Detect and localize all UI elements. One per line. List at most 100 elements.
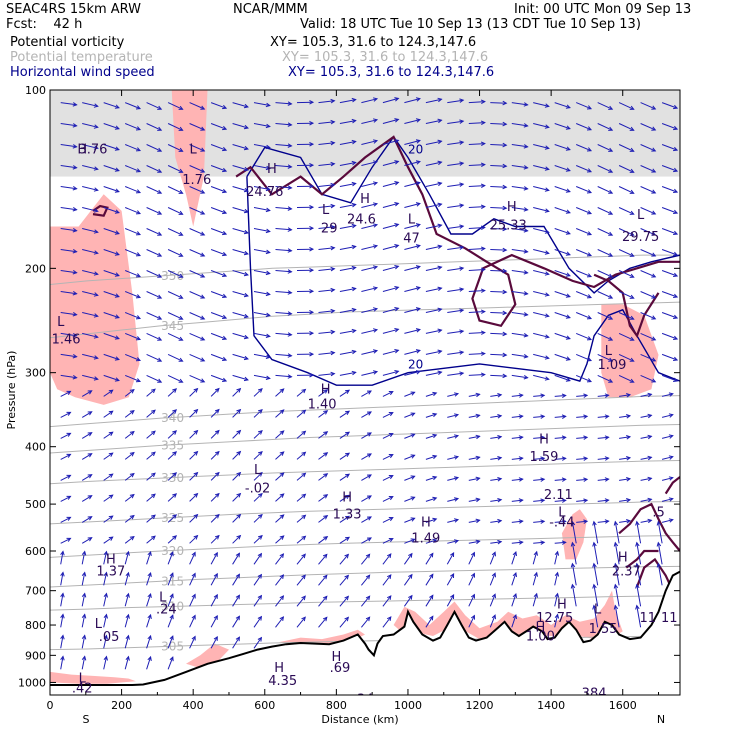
wind-vector-head (586, 252, 593, 257)
wind-vector-head (437, 160, 443, 166)
wind-vector-head (497, 518, 503, 524)
wind-vector (232, 312, 249, 318)
wind-vector-head (257, 552, 263, 558)
wind-vector-head (322, 616, 328, 622)
wind-vector-head (608, 273, 614, 278)
wind-vector (576, 207, 592, 215)
y-tick-label: 200 (25, 262, 46, 275)
wind-vector-head (265, 165, 271, 171)
wind-vector (468, 374, 485, 376)
wind-vector (210, 186, 227, 193)
wind-vector (339, 309, 356, 313)
wind-vector-head (243, 229, 249, 235)
wind-vector-head (351, 244, 357, 250)
wind-vector (232, 493, 241, 502)
wind-vector-head (459, 266, 465, 271)
wind-vector-head (415, 160, 421, 165)
wind-vector-head (191, 593, 196, 599)
terrain-outline (50, 570, 680, 686)
wind-vector-head (502, 121, 508, 127)
wind-vector (125, 186, 141, 194)
wind-vector (146, 514, 156, 523)
wind-vector (447, 477, 459, 481)
extremum-label: 24.6 (347, 212, 376, 227)
wind-vector-head (169, 614, 174, 620)
wind-vector-head (235, 636, 240, 642)
wind-vector (210, 144, 227, 151)
wind-vector (60, 495, 71, 502)
wind-vector-head (235, 573, 240, 579)
wind-vector-head (629, 147, 635, 152)
wind-vector (103, 270, 120, 277)
wind-vector-head (459, 161, 465, 166)
pv-contour (235, 135, 680, 328)
wind-vector-head (309, 330, 315, 336)
wind-vector (554, 353, 571, 361)
extremum-label: L (594, 603, 602, 618)
wind-vector-head (470, 614, 475, 620)
wind-vector (167, 594, 174, 607)
wind-vector (318, 554, 328, 565)
wind-vector (167, 514, 177, 523)
wind-vector (361, 182, 378, 187)
wind-vector-head (287, 290, 293, 295)
wind-vector (253, 353, 270, 358)
wind-vector (339, 141, 356, 145)
wind-vector (275, 553, 284, 565)
wind-vector (511, 207, 528, 211)
wind-vector (210, 615, 218, 628)
wind-vector (275, 574, 284, 586)
wind-vector-head (372, 223, 379, 228)
wind-vector (618, 270, 634, 278)
wind-vector (318, 289, 335, 292)
wind-vector (618, 249, 634, 257)
wind-vector (468, 101, 485, 104)
wind-vector (554, 374, 571, 382)
wind-vector-head (408, 573, 413, 579)
wind-vector (657, 542, 663, 565)
wind-vector-head (114, 188, 120, 193)
wind-vector-head (265, 354, 271, 359)
wind-vector (125, 144, 141, 152)
wind-vector (447, 540, 459, 544)
wind-vector-head (386, 553, 392, 559)
wind-vector (619, 520, 631, 523)
wind-vector (404, 266, 421, 271)
wind-vector (447, 162, 464, 166)
wind-vector (124, 389, 135, 397)
wind-vector-head (432, 517, 438, 523)
wind-vector (167, 123, 183, 131)
wind-vector (511, 102, 528, 106)
wind-vector (275, 409, 285, 418)
wind-vector (253, 291, 270, 295)
wind-vector-head (147, 634, 152, 640)
wind-vector (339, 330, 356, 334)
wind-vector (210, 430, 220, 439)
wind-vector-head (613, 562, 619, 568)
wind-vector (146, 270, 162, 278)
extremum-label: H (507, 200, 517, 215)
wind-vector (253, 493, 263, 502)
wind-vector-head (386, 595, 392, 600)
wind-vector (404, 538, 415, 544)
wind-vector-head (222, 272, 228, 277)
wind-vector-head (257, 409, 263, 414)
x-axis-title: Distance (km) (321, 713, 398, 726)
wind-vector-head (561, 519, 567, 524)
wind-vector (232, 388, 241, 397)
wind-vector (447, 456, 459, 460)
wind-vector-head (178, 126, 184, 131)
wind-vector-head (309, 121, 315, 126)
wind-vector (253, 270, 270, 274)
wind-vector (554, 332, 571, 340)
pv-contour (593, 273, 660, 339)
extremum-label: L (408, 212, 416, 227)
wind-vector-head (200, 315, 206, 320)
wind-vector (554, 395, 566, 397)
wind-vector (232, 451, 241, 460)
wind-vector (468, 122, 485, 124)
wind-vector (189, 291, 205, 299)
wind-vector-head (608, 105, 614, 110)
wind-vector-head (135, 126, 142, 131)
wind-vector-head (279, 574, 285, 579)
